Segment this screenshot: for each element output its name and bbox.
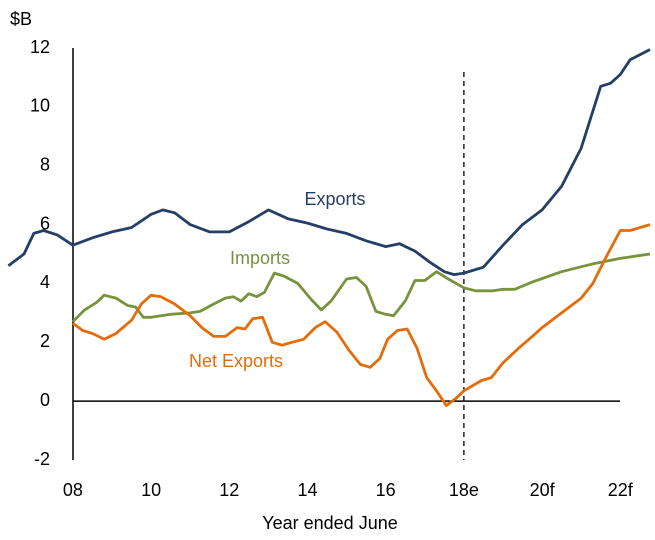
y-tick-label: 6 bbox=[40, 213, 50, 233]
series-line bbox=[71, 252, 651, 323]
y-tick-label: 2 bbox=[40, 331, 50, 351]
x-tick-label: 22f bbox=[608, 480, 634, 500]
series-line bbox=[7, 48, 651, 276]
x-tick-label: 10 bbox=[141, 480, 161, 500]
y-tick-label: 0 bbox=[40, 390, 50, 410]
series-label: Imports bbox=[230, 248, 290, 268]
y-tick-label: 8 bbox=[40, 154, 50, 174]
y-unit-label: $B bbox=[10, 9, 32, 29]
x-tick-label: 16 bbox=[376, 480, 396, 500]
x-tick-label: 08 bbox=[63, 480, 83, 500]
x-tick-label: 12 bbox=[219, 480, 239, 500]
x-axis-label: Year ended June bbox=[262, 513, 397, 533]
x-tick-label: 14 bbox=[297, 480, 317, 500]
x-tick-label: 18e bbox=[449, 480, 479, 500]
y-tick-label: 10 bbox=[30, 96, 50, 116]
series-label: Exports bbox=[304, 189, 365, 209]
y-tick-label: -2 bbox=[34, 449, 50, 469]
series-line bbox=[72, 223, 651, 407]
x-tick-label: 20f bbox=[530, 480, 556, 500]
series-label: Net Exports bbox=[189, 351, 283, 371]
y-tick-label: 4 bbox=[40, 272, 50, 292]
y-tick-label: 12 bbox=[30, 37, 50, 57]
